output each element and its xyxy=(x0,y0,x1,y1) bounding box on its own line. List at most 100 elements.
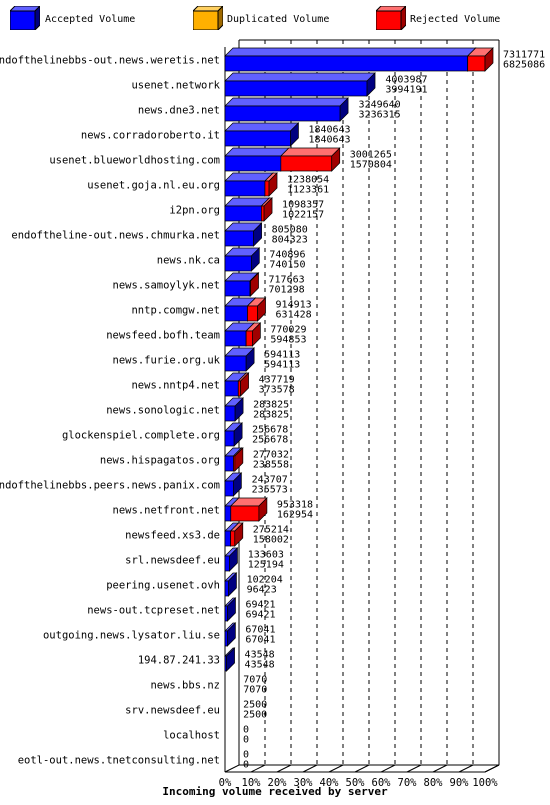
bar-rejected-top xyxy=(280,147,341,157)
bar-accepted-top xyxy=(224,47,477,57)
bar-rejected-front xyxy=(264,180,270,197)
legend-swatch-rejected xyxy=(376,6,406,30)
bar-rejected-side xyxy=(240,372,249,397)
legend-label-rejected: Rejected Volume xyxy=(410,14,501,25)
value-label-accepted: 6825086 xyxy=(503,60,545,71)
bar-rejected-side xyxy=(268,172,278,197)
server-label: i2pn.org xyxy=(169,205,220,217)
gridline-floor xyxy=(276,764,292,773)
value-label-accepted: 0 xyxy=(243,735,249,746)
bar-accepted-front xyxy=(224,330,247,347)
value-label-total: 67041 xyxy=(245,625,275,636)
value-label-total: 770029 xyxy=(270,325,306,336)
swatch-front xyxy=(193,10,219,30)
server-label: news.samoylyk.net xyxy=(113,280,220,292)
value-label-total: 3001265 xyxy=(350,150,392,161)
bar-rejected-front xyxy=(245,330,253,347)
value-label-accepted: 125194 xyxy=(248,560,284,571)
bar-accepted-side xyxy=(253,222,262,247)
server-label: endofthelinebbs.peers.news.panix.com xyxy=(0,480,220,492)
server-label: srl.newsdeef.eu xyxy=(125,555,220,567)
server-label: glockenspiel.complete.org xyxy=(62,430,220,442)
value-label-accepted: 3994191 xyxy=(385,85,427,96)
bar-accepted-front xyxy=(224,555,230,572)
bar-accepted-top xyxy=(224,147,290,157)
gridline-floor xyxy=(302,764,318,773)
x-tick-label: 30% xyxy=(294,777,314,789)
chart-bars xyxy=(224,47,494,672)
bar-accepted-side xyxy=(229,547,238,572)
value-label-accepted: 1123361 xyxy=(287,185,329,196)
bar-rejected-front xyxy=(247,305,258,322)
bar-accepted-front xyxy=(224,455,234,472)
bar-accepted-front xyxy=(224,505,232,522)
bar-accepted-front xyxy=(224,130,291,147)
bar-accepted-side xyxy=(245,347,255,372)
bar-accepted-front xyxy=(224,530,231,547)
x-tick-label: 0% xyxy=(219,777,232,789)
server-label: newsfeed.bofh.team xyxy=(106,330,220,342)
bar-accepted-side xyxy=(227,622,236,647)
server-label: news.furie.org.uk xyxy=(113,355,221,367)
value-label-accepted: 0 xyxy=(243,760,249,771)
value-label-accepted: 7070 xyxy=(243,685,267,696)
x-axis: 0% 10% 20% 30% 40% 50% 60% 70% 80% 90% 100% xyxy=(219,777,499,789)
bar-accepted-side xyxy=(366,72,376,97)
x-tick-label: 100% xyxy=(472,777,498,789)
value-label-accepted: 701298 xyxy=(269,285,305,296)
server-label: news.corradoroberto.it xyxy=(81,130,220,142)
bar-accepted-side xyxy=(234,397,244,422)
bar-rejected-front xyxy=(230,530,236,547)
value-label-accepted: 96423 xyxy=(247,585,277,596)
value-label-accepted: 1570804 xyxy=(350,160,392,171)
value-label-total: 0 xyxy=(243,750,249,761)
chart-labels: endofthelinebbs-out.news.weretis.net 7311… xyxy=(0,50,545,771)
bar-accepted-side xyxy=(290,122,299,147)
value-label-total: 256678 xyxy=(252,425,288,436)
bar-accepted-front xyxy=(224,380,239,397)
bar-accepted-front xyxy=(224,55,469,72)
bar-accepted-top xyxy=(224,97,349,107)
server-label: news.nntp4.net xyxy=(131,380,220,392)
value-label-accepted: 43548 xyxy=(245,660,275,671)
bar-accepted-side xyxy=(233,422,243,447)
gridline-floor xyxy=(484,764,500,773)
swatch-front xyxy=(10,10,36,30)
value-label-total: 69421 xyxy=(245,600,275,611)
bar-accepted-top xyxy=(224,72,376,82)
value-label-total: 914913 xyxy=(276,300,312,311)
value-label-accepted: 3236315 xyxy=(359,110,401,121)
server-label: localhost xyxy=(163,730,220,742)
value-label-total: 594113 xyxy=(264,350,300,361)
server-label: usenet.network xyxy=(131,80,220,92)
gridline-floor xyxy=(328,764,344,773)
value-label-total: 2500 xyxy=(243,700,267,711)
bar-accepted-front xyxy=(224,355,247,372)
value-label-accepted: 69421 xyxy=(245,610,275,621)
value-label-accepted: 631428 xyxy=(276,310,312,321)
x-tick-label: 40% xyxy=(320,777,340,789)
x-tick-label: 60% xyxy=(372,777,392,789)
value-label-accepted: 256678 xyxy=(252,435,288,446)
server-label: news.sonologic.net xyxy=(106,405,220,417)
value-label-accepted: 804323 xyxy=(272,235,308,246)
server-label: usenet.goja.nl.eu.org xyxy=(87,180,220,192)
value-label-total: 7311771 xyxy=(503,50,545,61)
bar-accepted-front xyxy=(224,480,234,497)
bar-rejected-front xyxy=(467,55,486,72)
value-label-total: 1238054 xyxy=(287,175,329,186)
value-label-total: 0 xyxy=(243,725,249,736)
server-label: news.nk.ca xyxy=(157,255,220,267)
bar-rejected-side xyxy=(263,197,273,222)
bar-accepted-top xyxy=(224,122,300,132)
server-label: news-out.tcpreset.net xyxy=(87,605,220,617)
bar-accepted-front xyxy=(224,255,252,272)
bar-rejected-side xyxy=(257,297,266,322)
bar-accepted-side xyxy=(233,472,242,497)
bar-rejected-side xyxy=(484,47,494,72)
bar-rejected-side xyxy=(234,447,244,472)
value-label-accepted: 158002 xyxy=(253,535,289,546)
value-label-total: 1098357 xyxy=(282,200,324,211)
value-label-accepted: 162954 xyxy=(277,510,313,521)
value-label-total: 277032 xyxy=(253,450,289,461)
